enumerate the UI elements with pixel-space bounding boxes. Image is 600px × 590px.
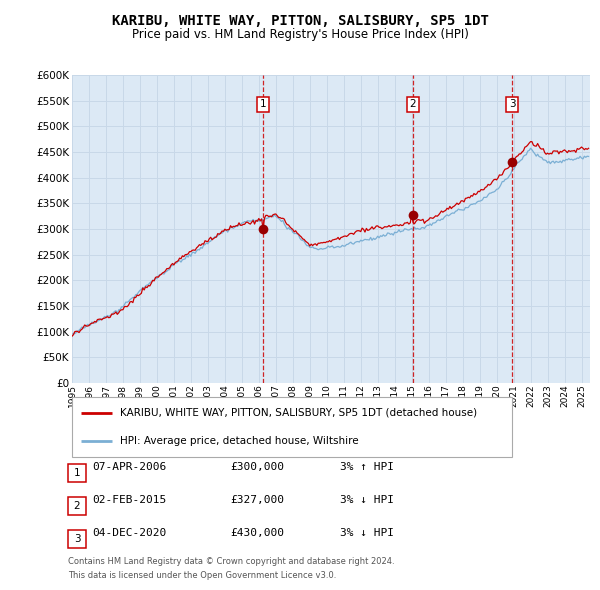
Text: £300,000: £300,000 bbox=[230, 462, 284, 472]
Text: Contains HM Land Registry data © Crown copyright and database right 2024.: Contains HM Land Registry data © Crown c… bbox=[68, 558, 395, 566]
Text: 3% ↓ HPI: 3% ↓ HPI bbox=[340, 495, 394, 505]
Text: 07-APR-2006: 07-APR-2006 bbox=[92, 462, 166, 472]
Text: 2: 2 bbox=[74, 501, 80, 510]
FancyBboxPatch shape bbox=[72, 397, 512, 457]
FancyBboxPatch shape bbox=[68, 464, 86, 481]
Text: 3: 3 bbox=[74, 533, 80, 543]
Text: 3: 3 bbox=[509, 99, 515, 109]
Text: KARIBU, WHITE WAY, PITTON, SALISBURY, SP5 1DT (detached house): KARIBU, WHITE WAY, PITTON, SALISBURY, SP… bbox=[121, 408, 478, 418]
Text: 3% ↑ HPI: 3% ↑ HPI bbox=[340, 462, 394, 472]
Text: KARIBU, WHITE WAY, PITTON, SALISBURY, SP5 1DT: KARIBU, WHITE WAY, PITTON, SALISBURY, SP… bbox=[112, 14, 488, 28]
Text: This data is licensed under the Open Government Licence v3.0.: This data is licensed under the Open Gov… bbox=[68, 572, 337, 581]
Text: 2: 2 bbox=[410, 99, 416, 109]
Text: £327,000: £327,000 bbox=[230, 495, 284, 505]
Text: Price paid vs. HM Land Registry's House Price Index (HPI): Price paid vs. HM Land Registry's House … bbox=[131, 28, 469, 41]
Text: 1: 1 bbox=[74, 468, 80, 478]
Text: 3% ↓ HPI: 3% ↓ HPI bbox=[340, 528, 394, 538]
Text: HPI: Average price, detached house, Wiltshire: HPI: Average price, detached house, Wilt… bbox=[121, 437, 359, 447]
FancyBboxPatch shape bbox=[68, 497, 86, 514]
Text: 1: 1 bbox=[260, 99, 267, 109]
Text: £430,000: £430,000 bbox=[230, 528, 284, 538]
Text: 04-DEC-2020: 04-DEC-2020 bbox=[92, 528, 166, 538]
FancyBboxPatch shape bbox=[68, 530, 86, 548]
Text: 02-FEB-2015: 02-FEB-2015 bbox=[92, 495, 166, 505]
